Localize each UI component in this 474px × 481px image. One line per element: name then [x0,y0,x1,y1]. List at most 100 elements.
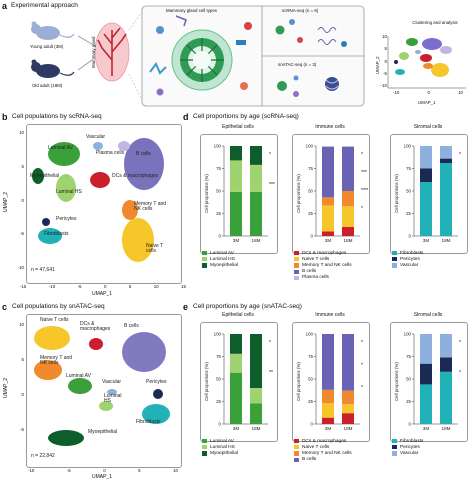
legend-label: Pericytes [400,256,420,262]
tick: -5 [66,468,71,473]
chart-title: Stromal cells [413,124,443,130]
tick: 0 [427,90,430,95]
significance-mark: ** [269,370,273,376]
bar-segment [440,334,452,358]
bar-segment [342,227,354,236]
bar-segment [420,168,432,182]
significance-mark: * [269,152,271,158]
chart-legend: Fibroblasts Pericytes Vascular [392,438,468,457]
legend-label: Luminal HS [210,256,235,262]
significance-mark: * [361,206,363,212]
cluster-luminal-hs [99,401,113,411]
legend-swatch [392,257,397,262]
y-axis-label: Cell proportions (%) [296,362,301,401]
y-tick-label: 75 [216,354,221,359]
tick: 0 [103,468,106,473]
bar-segment [342,146,354,147]
panel-b-title: Cell populations by scRNA-seq [12,113,102,120]
cluster-bcells [122,332,166,372]
umap-snatac-x-label: UMAP_1 [92,474,113,480]
label-plasma: Plasma cells [96,150,125,156]
panel-c-label: c [2,302,8,312]
significance-mark: * [361,363,363,369]
tick: 5 [21,357,24,362]
legend-label: B cells [302,457,317,463]
tick: -10 [380,83,387,88]
cluster-myoepithelial [32,168,44,184]
cluster-luminal-hs [56,174,76,202]
panel-a-label: a [2,1,8,11]
x-tick-label: 3M [233,238,240,243]
chart-legend: DCs & macrophages Naive T cells Memory T a… [294,250,370,281]
legend-swatch [294,269,299,274]
x-tick-label: 18M [344,238,353,243]
mini-umap-y-ticks: 10 5 0 -5 -10 [378,34,387,88]
legend-label: Plasma cells [302,275,329,281]
immune-cell-icons [149,15,252,96]
bar-segment [420,384,432,424]
tick: 10 [19,130,24,135]
legend-label: Luminal AV [210,438,234,444]
umap-scrna-y-ticks: 10 5 0 -5 -10 [12,130,24,270]
bar-segment [322,146,334,147]
bar-segment [230,146,242,161]
chart-svg: 0 25 50 75 100 Cell proportions (%) 3M 18M * [394,144,461,243]
y-axis-label: Cell proportions (%) [204,362,209,401]
y-tick-label: 0 [219,234,222,239]
bar-segment [250,146,262,165]
snatac-cells-icon [277,75,339,97]
old-mouse-icon [31,59,75,78]
legend-label: Naive T cells [302,444,330,450]
bar-segment [230,191,242,236]
tick: -5 [20,427,24,432]
bar-segment [230,372,242,424]
label-luminal-av: Luminal AV [48,145,73,151]
chart-svg: 0 25 50 75 100 Cell proportions (%) 3M 18M * * [394,332,461,431]
x-tick-label: 3M [233,426,240,431]
legend-swatch [202,445,207,450]
legend-label: Myoepithelial [210,450,238,456]
bar-segment [322,231,334,236]
tick: -10 [17,265,24,270]
legend-swatch [294,439,299,444]
tick: 15 [181,284,186,289]
bar-segment [420,363,432,385]
tick: 10 [382,34,387,39]
label-myoepithelial: Myoepithelial [88,429,118,435]
snatac-label: snATAC-seq (n = 3) [278,62,317,67]
tick: -5 [383,70,387,76]
bar-segment [342,404,354,414]
tick: -10 [393,90,400,95]
legend-item: Memory T and NK cells [294,262,370,268]
bar-segment [440,158,452,164]
arrow-icon [77,35,93,45]
umap-snatac-y-label: UMAP_2 [3,377,9,398]
chart-legend: Luminal AV Luminal HS Myoepithelial [202,250,278,269]
cluster-dcs [89,338,103,350]
tick: 5 [138,468,141,473]
bar-segment [322,417,334,424]
significance-mark: *** [269,182,275,188]
legend-label: Luminal AV [210,250,234,256]
bar-segment [230,334,242,354]
legend-label: DCs & macrophages [302,250,347,256]
chart-title: Epithelial cells [222,124,254,130]
legend-swatch [202,257,207,262]
label-naive: Naive T cells [146,243,164,255]
x-tick-label: 18M [252,426,261,431]
mini-umap-x-label: UMAP_1 [418,100,436,105]
y-tick-label: 75 [308,354,313,359]
legend-item: Plasma cells [294,275,370,281]
significance-mark: **** [361,188,368,194]
bar-chart-e-1: Epithelial cells 0 25 50 75 100 Cell proportio… [200,306,278,481]
cell-types-label: Mammary gland cell types [166,8,217,13]
tick: 0 [103,284,107,289]
label-naive: Naive T cells [40,317,69,323]
y-tick-label: 0 [311,234,314,239]
chart-title: Epithelial cells [222,312,254,318]
bar-segment [322,205,334,232]
x-tick-label: 3M [423,426,430,431]
tick: 5 [21,163,24,169]
umap-scrna-x-label: UMAP_1 [92,291,113,297]
bar-segment [250,164,262,192]
